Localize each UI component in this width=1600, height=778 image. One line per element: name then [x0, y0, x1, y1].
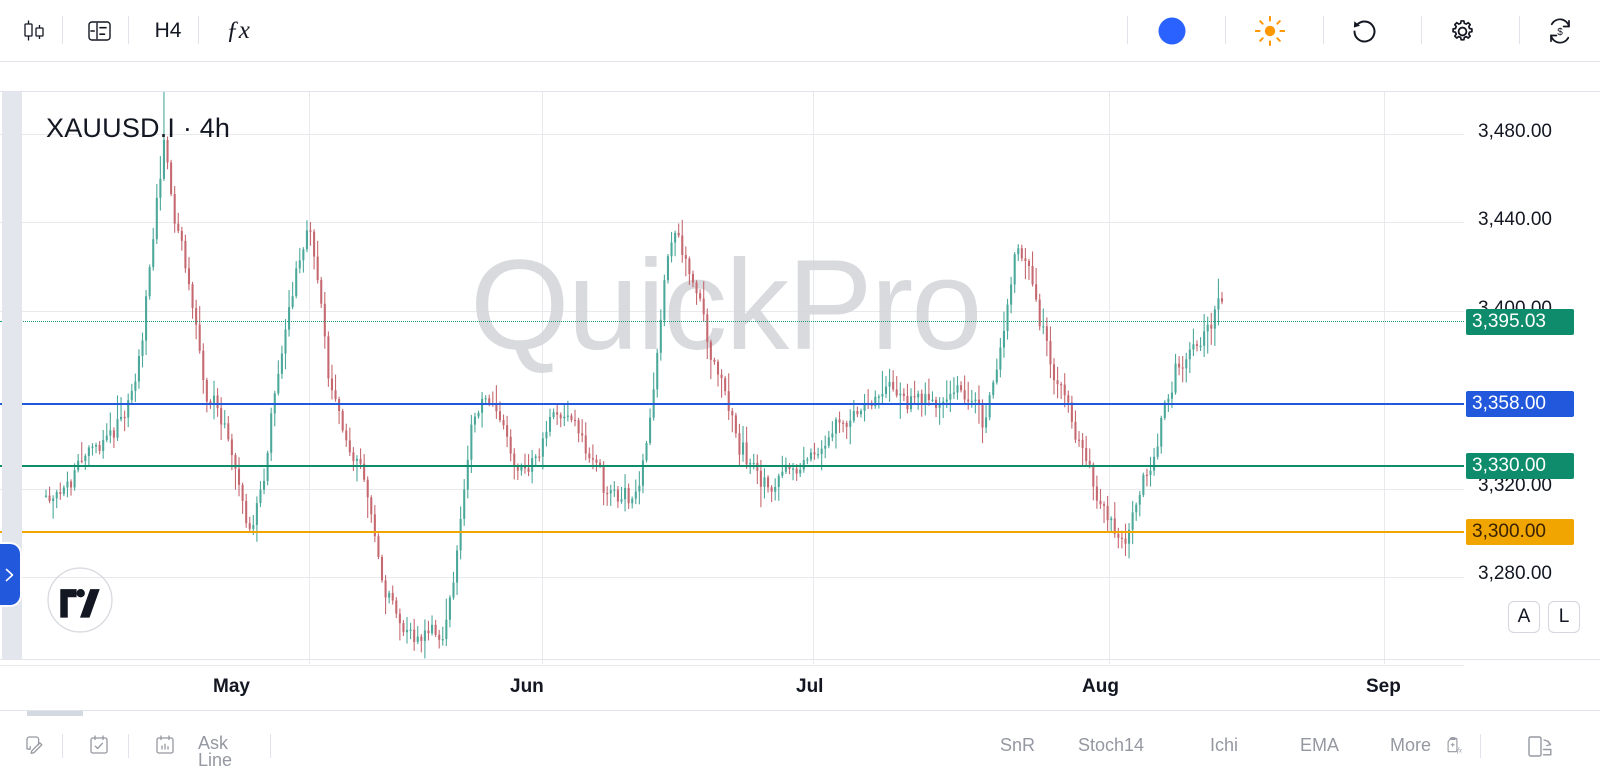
- svg-text:$: $: [1557, 27, 1563, 38]
- svg-text:fx: fx: [1457, 747, 1463, 755]
